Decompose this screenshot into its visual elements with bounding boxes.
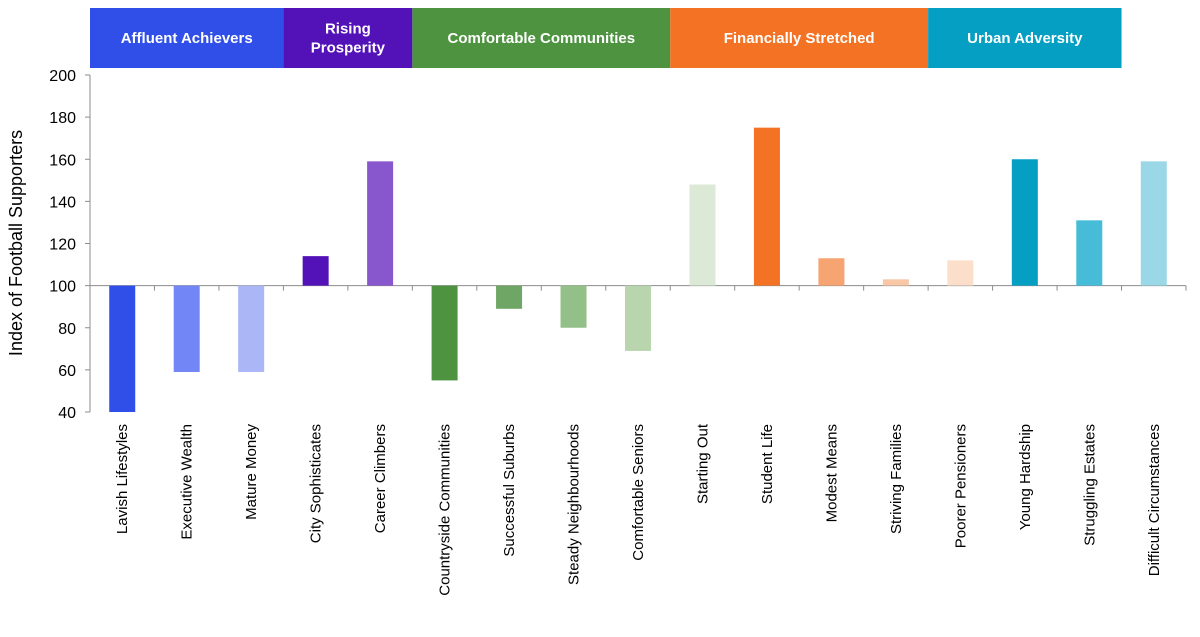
group-header-band: Affluent Achievers Rising Prosperity Comfor… <box>90 8 1122 68</box>
group-header-urban-adversity <box>928 8 1122 68</box>
y-tick-label: 120 <box>49 237 76 254</box>
group-label: Comfortable Communities <box>448 30 636 47</box>
bar-executive-wealth <box>173 285 200 372</box>
bar-difficult-circumstances <box>1140 161 1167 286</box>
y-tick-label: 40 <box>58 405 76 422</box>
group-label: Financially Stretched <box>724 30 875 47</box>
bar-striving-families <box>882 279 909 286</box>
group-label: Urban Adversity <box>967 30 1083 47</box>
bar-struggling-estates <box>1076 220 1103 286</box>
y-tick-label: 160 <box>49 152 76 169</box>
group-header-financially-stretched <box>670 8 929 68</box>
category-label: Lavish Lifestyles <box>114 424 131 534</box>
bar-student-life <box>753 127 780 286</box>
bar-city-sophisticates <box>302 256 329 286</box>
category-label: Career Climbers <box>372 424 389 533</box>
category-label: Countryside Communities <box>437 424 454 596</box>
bar-lavish-lifestyles <box>109 285 136 412</box>
bar-countryside-communities <box>431 285 458 381</box>
category-label: Steady Neighbourhoods <box>566 424 583 585</box>
category-label: Modest Means <box>823 424 840 522</box>
bar-starting-out <box>689 184 716 286</box>
y-tick-label: 100 <box>49 279 76 296</box>
group-header-comfortable-communities <box>412 8 671 68</box>
category-label: Executive Wealth <box>179 424 196 540</box>
bar-comfortable-seniors <box>625 285 651 351</box>
bar-successful-suburbs <box>496 285 523 309</box>
category-label: Comfortable Seniors <box>630 424 647 561</box>
category-label: Starting Out <box>694 423 711 504</box>
category-label: Successful Suburbs <box>501 424 518 557</box>
bar-poorer-pensioners <box>947 260 974 286</box>
bar-mature-money <box>238 285 265 372</box>
category-label: Striving Families <box>888 424 905 534</box>
category-labels: Lavish Lifestyles Executive Wealth Mature … <box>114 423 1163 596</box>
y-tick-label: 60 <box>58 363 76 380</box>
bar-modest-means <box>818 258 845 286</box>
group-label: Affluent Achievers <box>121 30 253 47</box>
category-label: Poorer Pensioners <box>952 424 969 548</box>
y-tick-label: 200 <box>49 68 76 85</box>
bar-career-climbers <box>367 161 394 286</box>
category-label: Young Hardship <box>1017 424 1034 530</box>
category-label: Mature Money <box>243 424 260 520</box>
y-tick-label: 180 <box>49 110 76 127</box>
y-axis-title: Index of Football Supporters <box>6 130 26 356</box>
category-label: Struggling Estates <box>1081 424 1098 546</box>
group-header-affluent-achievers <box>90 8 284 68</box>
bar-young-hardship <box>1011 159 1038 286</box>
group-header-rising-prosperity <box>283 8 413 68</box>
y-tick-label: 140 <box>49 194 76 211</box>
category-label: Difficult Circumstances <box>1146 424 1163 576</box>
bar-steady-neighbourhoods <box>560 285 587 328</box>
bars <box>109 127 1167 412</box>
category-label: City Sophisticates <box>308 424 325 543</box>
group-label: Rising Prosperity <box>311 21 386 57</box>
category-label: Student Life <box>759 424 776 504</box>
y-tick-label: 80 <box>58 321 76 338</box>
